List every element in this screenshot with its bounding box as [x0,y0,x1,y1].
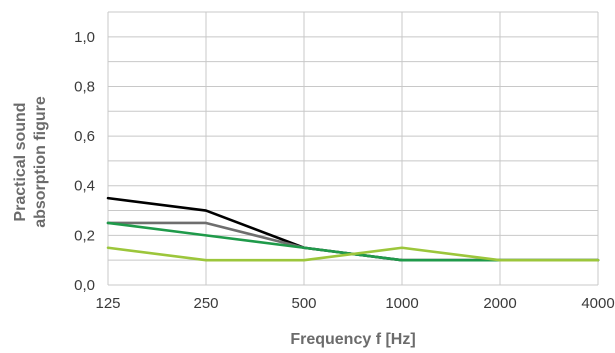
series-line-4 [106,246,600,262]
y-tick-label: 0,8 [74,78,95,95]
y-tick-label: 0,0 [74,277,95,294]
x-tick-label: 2000 [483,295,516,312]
y-axis-ticks: 0,0 0,2 0,4 0,6 0,8 1,0 [74,29,95,294]
series-lines [106,196,600,262]
x-tick-label: 4000 [581,295,614,312]
x-tick-label: 250 [193,295,218,312]
x-tick-label: 1000 [385,295,418,312]
x-tick-label: 500 [291,295,316,312]
x-axis-ticks: 125 250 500 1000 2000 4000 [95,295,614,312]
series-line-1 [106,196,600,262]
y-axis-title-line-2: absorption figure [32,96,49,228]
x-axis-title: Frequency f [Hz] [290,331,415,348]
y-tick-label: 0,4 [74,178,95,195]
y-axis-title-line-1: Practical sound [12,102,29,221]
y-tick-label: 0,6 [74,128,95,145]
y-tick-label: 1,0 [74,29,95,46]
y-tick-label: 0,2 [74,227,95,244]
grid [107,11,599,286]
x-tick-label: 125 [95,295,120,312]
